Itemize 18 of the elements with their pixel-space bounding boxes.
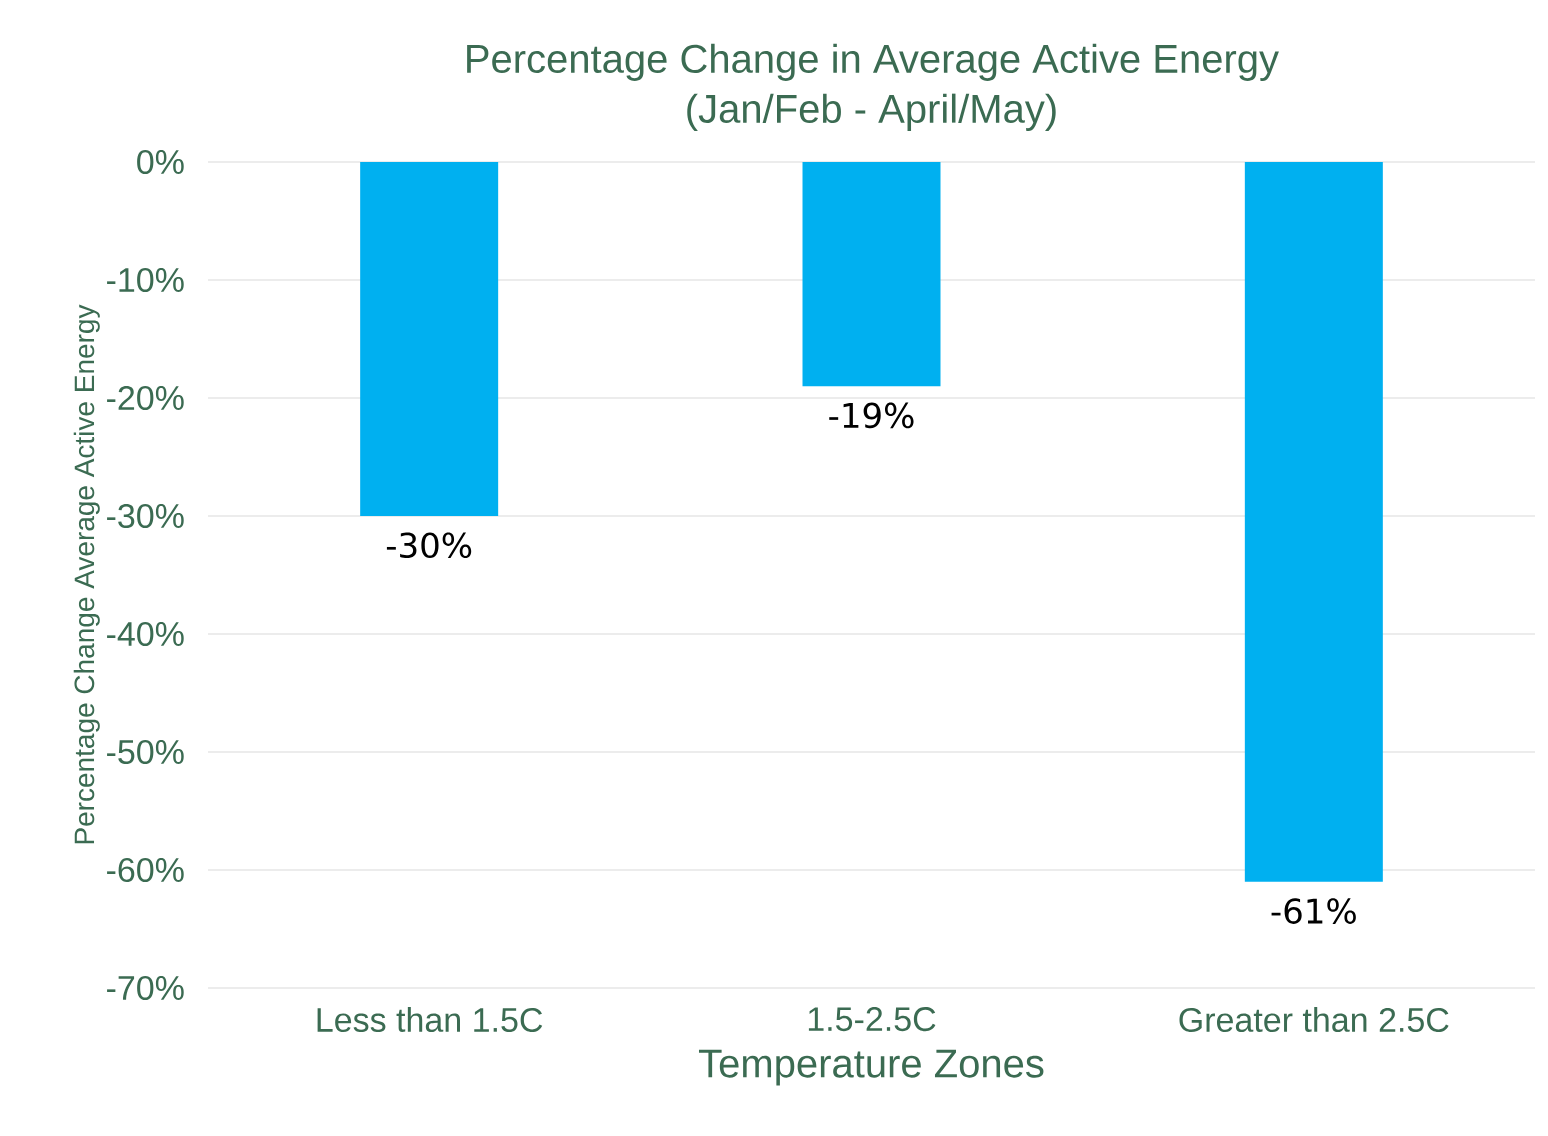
x-tick-label: Less than 1.5C	[317, 1007, 543, 1033]
chart-subtitle: (Jan/Feb - April/May)	[687, 93, 1056, 131]
y-tick-label: 0%	[137, 149, 184, 175]
x-tick-label: Greater than 2.5C	[1179, 1007, 1449, 1033]
y-tick-label: -20%	[107, 385, 184, 411]
y-tick-label: -70%	[107, 975, 184, 1001]
y-tick-label: -60%	[107, 857, 184, 883]
chart-title: Percentage Change in Average Active Energy	[467, 43, 1279, 81]
x-tick-label: 1.5-2.5C	[808, 1007, 936, 1032]
y-tick-label: -30%	[107, 503, 184, 529]
data-label: -19%	[829, 402, 914, 429]
x-axis-title: Temperature Zones	[698, 1049, 1044, 1086]
y-tick-label: -10%	[107, 267, 184, 293]
data-label: -30%	[386, 532, 472, 559]
y-tick-label: -40%	[107, 621, 184, 647]
data-label: -61%	[1271, 898, 1356, 924]
y-tick-label: -50%	[107, 739, 184, 765]
y-axis-title: Percentage Change Average Active Energy	[73, 304, 100, 844]
